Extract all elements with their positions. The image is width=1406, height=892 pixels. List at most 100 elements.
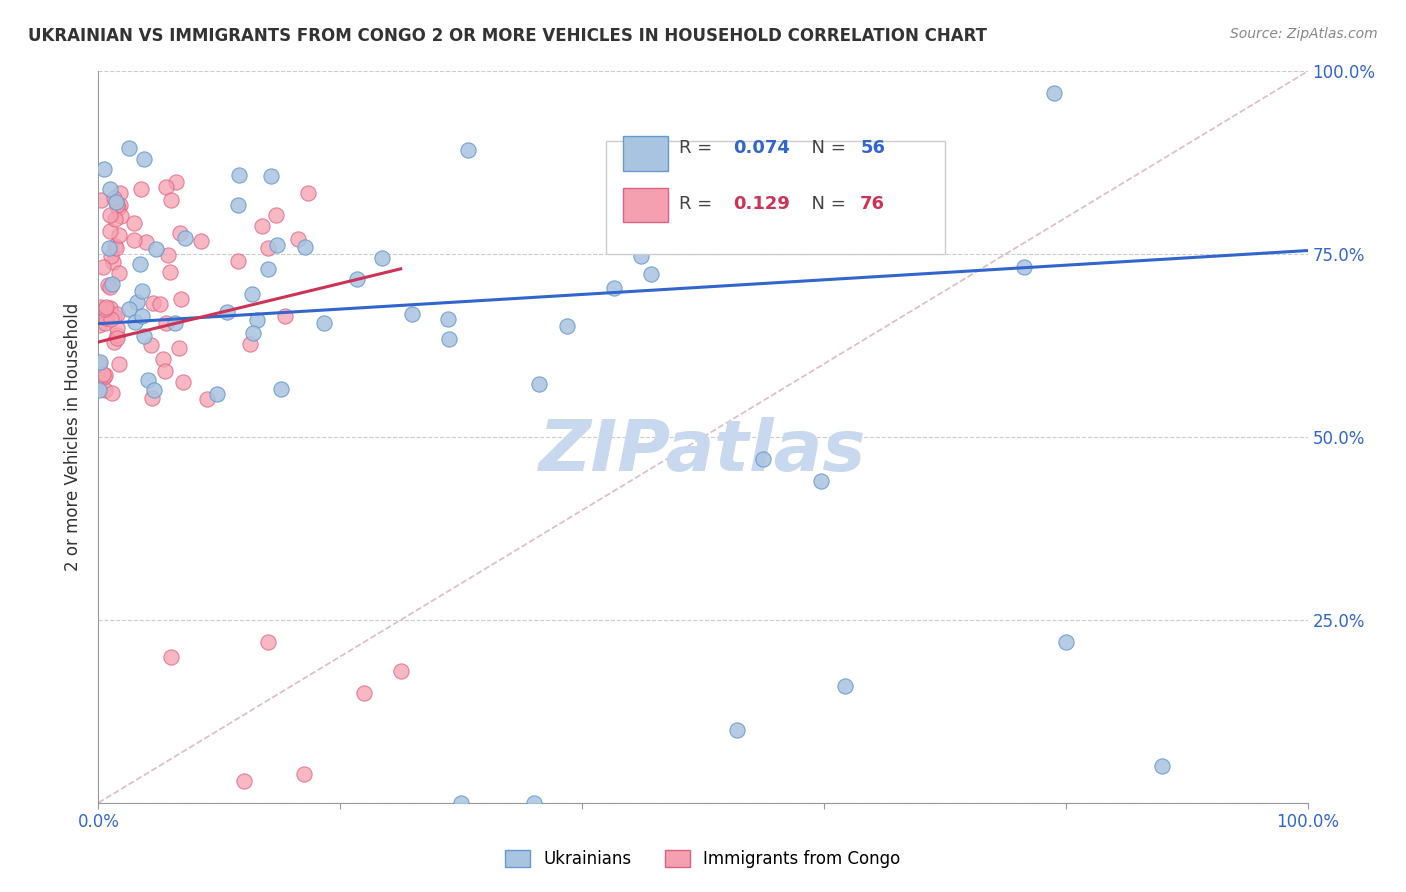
Ukrainians [205, 387, 228, 401]
Ukrainians [294, 240, 316, 254]
Ukrainians [240, 286, 263, 301]
Immigrants from Congo [107, 266, 129, 280]
Immigrants from Congo [90, 193, 112, 207]
Immigrants from Congo [97, 277, 120, 292]
Immigrants from Congo [153, 364, 176, 378]
Immigrants from Congo [105, 327, 128, 342]
Immigrants from Congo [104, 241, 127, 255]
Ukrainians [401, 307, 423, 321]
Ukrainians [142, 384, 165, 398]
Immigrants from Congo [155, 180, 177, 194]
Immigrants from Congo [239, 337, 262, 351]
Immigrants from Congo [100, 301, 122, 315]
Ukrainians [834, 679, 856, 693]
Ukrainians [226, 198, 249, 212]
Ukrainians [527, 377, 550, 392]
Ukrainians [557, 318, 579, 333]
Immigrants from Congo [157, 248, 180, 262]
Immigrants from Congo [101, 255, 124, 269]
FancyBboxPatch shape [623, 136, 668, 171]
Immigrants from Congo [226, 253, 249, 268]
Immigrants from Congo [353, 686, 375, 700]
Text: R =: R = [679, 195, 718, 213]
Ukrainians [603, 280, 626, 294]
Immigrants from Congo [103, 334, 125, 349]
Immigrants from Congo [152, 351, 174, 366]
Ukrainians [136, 373, 159, 387]
Text: 56: 56 [860, 139, 886, 157]
Immigrants from Congo [122, 233, 145, 247]
Text: 0.129: 0.129 [734, 195, 790, 213]
Ukrainians [450, 796, 472, 810]
Ukrainians [270, 383, 292, 397]
Ukrainians [640, 267, 662, 281]
Immigrants from Congo [108, 227, 131, 242]
Immigrants from Congo [108, 186, 131, 201]
Immigrants from Congo [104, 212, 127, 227]
Immigrants from Congo [91, 260, 114, 274]
Ukrainians [100, 182, 122, 196]
Immigrants from Congo [105, 331, 128, 345]
FancyBboxPatch shape [606, 141, 945, 254]
Immigrants from Congo [172, 375, 194, 389]
Ukrainians [246, 313, 269, 327]
Immigrants from Congo [93, 370, 115, 384]
Immigrants from Congo [98, 224, 121, 238]
Text: 76: 76 [860, 195, 886, 213]
Ukrainians [228, 168, 250, 182]
Immigrants from Congo [160, 649, 183, 664]
Text: R =: R = [679, 139, 718, 157]
Immigrants from Congo [94, 301, 117, 315]
Immigrants from Congo [297, 186, 319, 200]
Ukrainians [131, 284, 153, 298]
Ukrainians [725, 723, 748, 737]
Immigrants from Congo [287, 232, 309, 246]
Legend: Ukrainians, Immigrants from Congo: Ukrainians, Immigrants from Congo [499, 843, 907, 875]
Ukrainians [630, 249, 652, 263]
Immigrants from Congo [104, 239, 127, 253]
Immigrants from Congo [135, 235, 157, 249]
Immigrants from Congo [170, 292, 193, 306]
Ukrainians [132, 152, 155, 166]
Immigrants from Congo [103, 191, 125, 205]
Immigrants from Congo [167, 342, 190, 356]
Immigrants from Congo [256, 635, 278, 649]
Ukrainians [752, 452, 775, 467]
Ukrainians [89, 355, 111, 369]
FancyBboxPatch shape [623, 187, 668, 222]
Immigrants from Congo [89, 357, 111, 371]
Immigrants from Congo [101, 385, 124, 400]
Immigrants from Congo [105, 307, 128, 321]
Immigrants from Congo [100, 312, 122, 326]
Y-axis label: 2 or more Vehicles in Household: 2 or more Vehicles in Household [65, 303, 83, 571]
Immigrants from Congo [103, 309, 125, 323]
Ukrainians [105, 195, 128, 210]
Ukrainians [1042, 87, 1064, 101]
Ukrainians [97, 241, 120, 255]
Ukrainians [1152, 759, 1174, 773]
Text: 0.074: 0.074 [734, 139, 790, 157]
Immigrants from Congo [96, 311, 118, 326]
Immigrants from Congo [165, 175, 187, 189]
Immigrants from Congo [190, 234, 212, 248]
Immigrants from Congo [159, 264, 181, 278]
Immigrants from Congo [91, 367, 114, 381]
Text: N =: N = [800, 195, 851, 213]
Immigrants from Congo [389, 664, 412, 678]
Immigrants from Congo [155, 316, 177, 330]
Immigrants from Congo [98, 208, 121, 222]
Ukrainians [101, 277, 124, 291]
Immigrants from Congo [149, 296, 172, 310]
Ukrainians [439, 332, 461, 346]
Immigrants from Congo [94, 316, 117, 330]
Ukrainians [125, 295, 148, 310]
Text: ZIPatlas: ZIPatlas [540, 417, 866, 486]
Ukrainians [242, 326, 264, 341]
Ukrainians [93, 162, 115, 177]
Immigrants from Congo [98, 280, 121, 294]
Immigrants from Congo [108, 198, 131, 212]
Text: UKRAINIAN VS IMMIGRANTS FROM CONGO 2 OR MORE VEHICLES IN HOUSEHOLD CORRELATION C: UKRAINIAN VS IMMIGRANTS FROM CONGO 2 OR … [28, 27, 987, 45]
Immigrants from Congo [257, 241, 280, 255]
Immigrants from Congo [105, 198, 128, 212]
Ukrainians [370, 251, 392, 265]
